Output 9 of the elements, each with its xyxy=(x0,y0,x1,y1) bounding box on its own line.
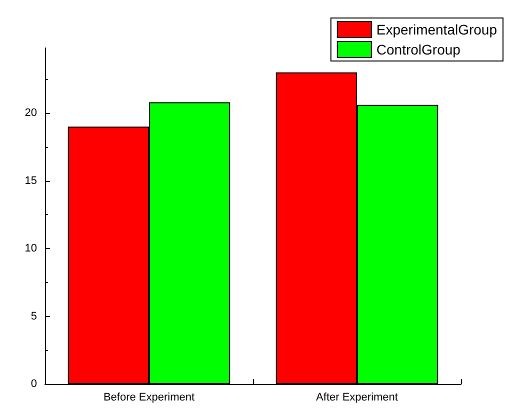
legend-label: ControlGroup xyxy=(376,42,461,58)
x-tick-label: After Experiment xyxy=(316,392,398,404)
y-tick-label: 15 xyxy=(24,174,37,187)
y-tick-label: 20 xyxy=(24,107,37,120)
y-tick-label: 5 xyxy=(30,310,37,322)
x-tick-label: Before Experiment xyxy=(103,392,195,404)
legend-label: ExperimentalGroup xyxy=(376,22,498,38)
y-tick-label: 0 xyxy=(30,378,37,390)
y-tick-label: 10 xyxy=(24,242,37,255)
